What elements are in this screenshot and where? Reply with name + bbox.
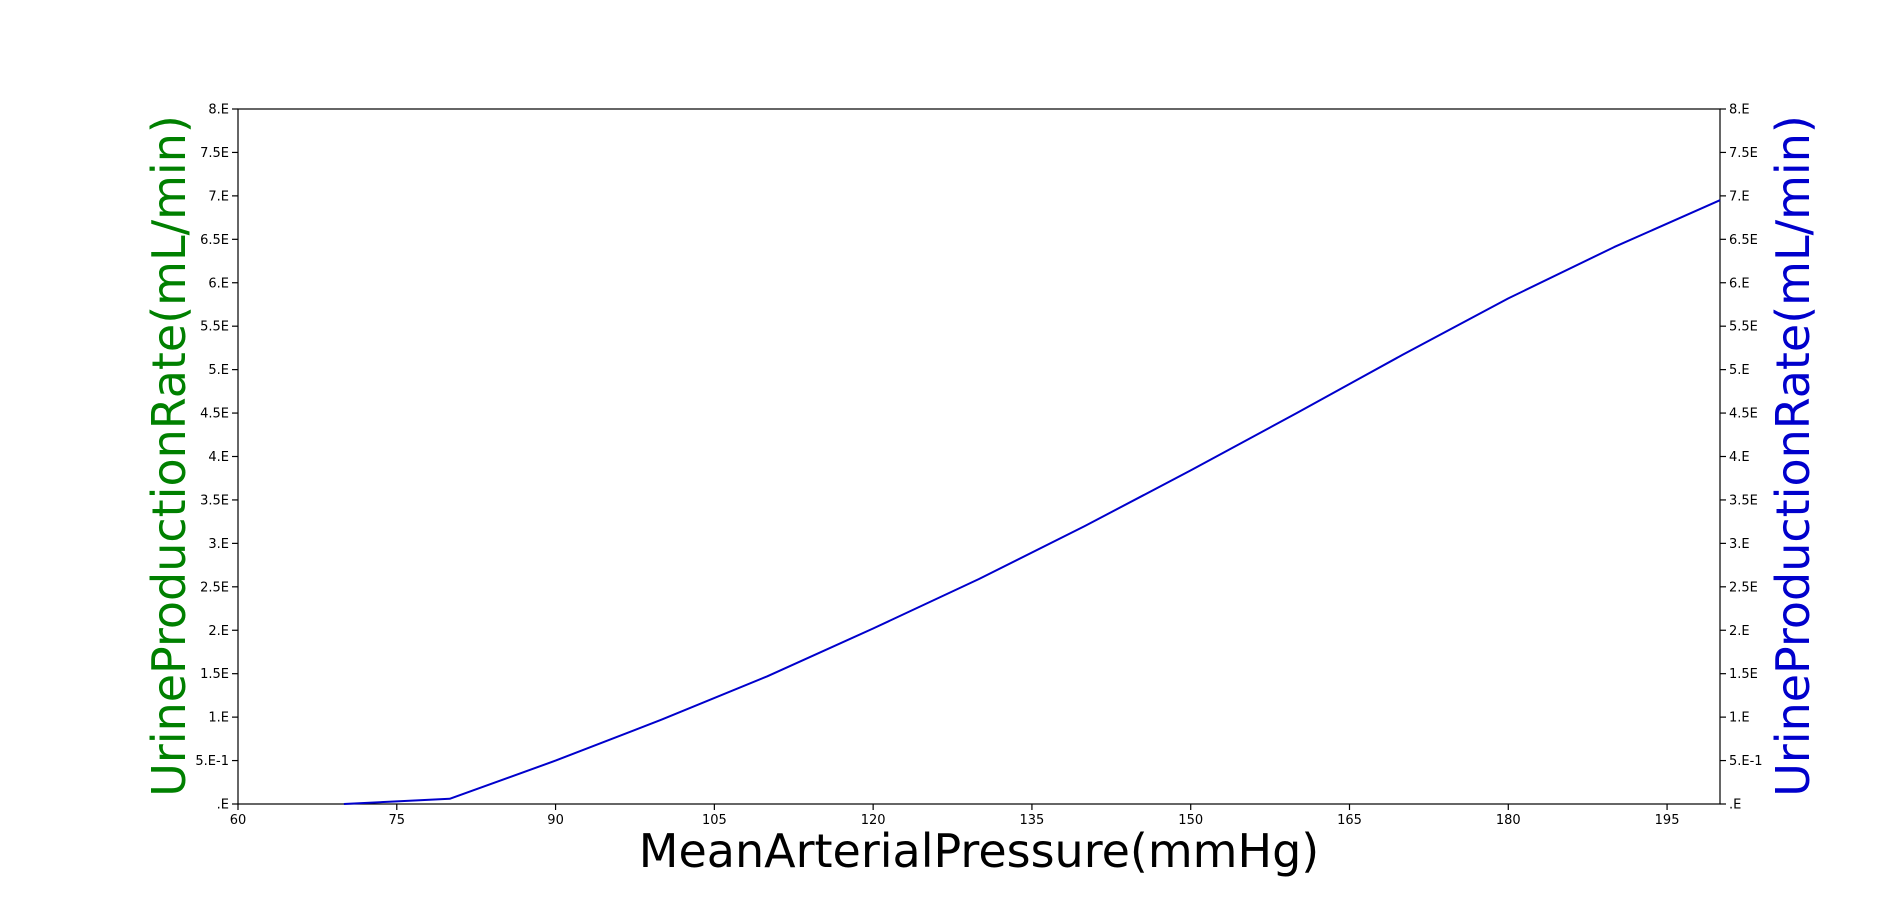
right-y-tick-label-5-E-1: 5.E-1 — [1729, 754, 1763, 769]
left-y-tick-label-E: .E — [217, 798, 229, 813]
x-tick-label-135: 135 — [1020, 813, 1045, 828]
series-line-0 — [343, 199, 1721, 805]
x-tick-label-150: 150 — [1178, 813, 1203, 828]
x-tick-label-165: 165 — [1337, 813, 1362, 828]
left-y-tick-label-6-E: 6.E — [208, 276, 229, 291]
left-y-tick-label-1-E: 1.E — [208, 711, 229, 726]
right-y-tick-label-6-5E: 6.5E — [1729, 233, 1758, 248]
x-axis-ticks: 60 75 90 105 120 135 150 165 180 195 — [230, 804, 1680, 828]
left-y-axis-label: UrineProductionRate(mL/min) — [142, 115, 196, 797]
left-y-tick-label-5-5E: 5.5E — [200, 320, 229, 335]
x-tick-label-180: 180 — [1496, 813, 1521, 828]
left-y-tick-label-6-5E: 6.5E — [200, 233, 229, 248]
right-y-tick-label-5-5E: 5.5E — [1729, 320, 1758, 335]
right-y-tick-label-4-E: 4.E — [1729, 450, 1750, 465]
right-y-tick-label-3-5E: 3.5E — [1729, 493, 1758, 508]
right-y-tick-label-4-5E: 4.5E — [1729, 407, 1758, 422]
x-tick-label-195: 195 — [1655, 813, 1680, 828]
x-tick-label-105: 105 — [702, 813, 727, 828]
right-y-tick-label-1-5E: 1.5E — [1729, 667, 1758, 682]
left-y-tick-label-8-E: 8.E — [208, 103, 229, 118]
x-tick-label-120: 120 — [861, 813, 886, 828]
right-y-tick-label-7-E: 7.E — [1729, 189, 1750, 204]
x-tick-label-90: 90 — [547, 813, 564, 828]
right-y-tick-label-E: .E — [1729, 798, 1741, 813]
left-y-tick-label-4-5E: 4.5E — [200, 407, 229, 422]
right-y-tick-label-7-5E: 7.5E — [1729, 146, 1758, 161]
right-y-axis-label: UrineProductionRate(mL/min) — [1766, 115, 1820, 797]
left-y-tick-label-5-E-1: 5.E-1 — [195, 754, 229, 769]
left-y-tick-label-2-5E: 2.5E — [200, 580, 229, 595]
left-y-tick-label-2-E: 2.E — [208, 624, 229, 639]
left-y-axis-ticks: .E 5.E-1 1.E 1.5E 2.E 2.5E 3.E 3.5E 4.E 4.5E 5.E 5.… — [195, 103, 238, 813]
right-y-tick-label-3-E: 3.E — [1729, 537, 1750, 552]
right-y-tick-label-8-E: 8.E — [1729, 103, 1750, 118]
left-y-tick-label-1-5E: 1.5E — [200, 667, 229, 682]
right-y-tick-label-6-E: 6.E — [1729, 276, 1750, 291]
left-y-tick-label-4-E: 4.E — [208, 450, 229, 465]
x-tick-label-75: 75 — [389, 813, 406, 828]
left-y-tick-label-3-5E: 3.5E — [200, 493, 229, 508]
x-axis-label: MeanArterialPressure(mmHg) — [639, 824, 1319, 878]
left-y-tick-label-7-5E: 7.5E — [200, 146, 229, 161]
x-tick-label-60: 60 — [230, 813, 247, 828]
left-y-tick-label-7-E: 7.E — [208, 189, 229, 204]
plot-frame — [237, 108, 1721, 805]
right-y-tick-label-2-5E: 2.5E — [1729, 580, 1758, 595]
left-y-tick-label-5-E: 5.E — [208, 363, 229, 378]
right-y-tick-label-1-E: 1.E — [1729, 711, 1750, 726]
left-y-tick-label-3-E: 3.E — [208, 537, 229, 552]
right-y-tick-label-5-E: 5.E — [1729, 363, 1750, 378]
right-y-axis-ticks: .E 5.E-1 1.E 1.5E 2.E 2.5E 3.E 3.5E 4.E 4.5E 5.E 5.… — [1720, 103, 1763, 813]
series-layer — [343, 199, 1721, 805]
right-y-tick-label-2-E: 2.E — [1729, 624, 1750, 639]
